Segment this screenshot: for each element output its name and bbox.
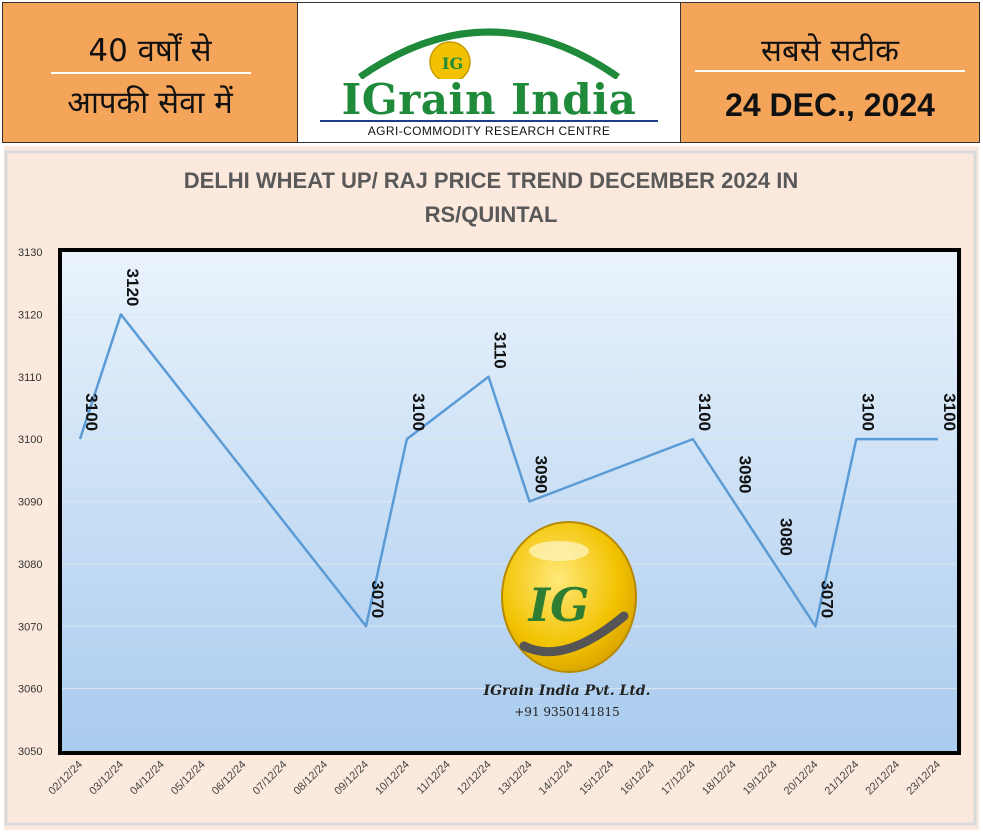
x-tick-label: 18/12/24 bbox=[700, 759, 739, 798]
watermark-company: IGrain India Pvt. Ltd. bbox=[483, 683, 651, 699]
y-tick-label: 3120 bbox=[18, 309, 42, 321]
x-tick-label: 20/12/24 bbox=[782, 759, 821, 798]
data-label: 3100 bbox=[695, 393, 714, 431]
report-date: 24 DEC., 2024 bbox=[725, 87, 935, 123]
brand-name: IGrain India bbox=[341, 75, 637, 124]
brand-logo: IG IGrain India AGRI-COMMODITY RESEARCH … bbox=[298, 2, 680, 143]
tagline-line-1: 40 वर्षों से bbox=[88, 33, 212, 69]
x-tick-label: 02/12/24 bbox=[46, 759, 85, 798]
x-tick-label: 12/12/24 bbox=[455, 759, 494, 798]
data-label: 3110 bbox=[491, 332, 510, 369]
data-label: 3090 bbox=[531, 456, 550, 494]
data-label: 3090 bbox=[736, 456, 755, 494]
chart-panel: DELHI WHEAT UP/ RAJ PRICE TREND DECEMBER… bbox=[4, 146, 979, 830]
data-label: 3070 bbox=[368, 580, 387, 618]
x-tick-label: 17/12/24 bbox=[659, 759, 698, 798]
x-tick-label: 11/12/24 bbox=[415, 759, 453, 797]
y-tick-label: 3110 bbox=[18, 372, 42, 384]
chart-frame bbox=[4, 150, 977, 826]
date-divider bbox=[695, 70, 965, 72]
header-banner: 40 वर्षों से आपकी सेवा में IG IGrain Ind… bbox=[0, 0, 983, 146]
svg-text:IG: IG bbox=[442, 54, 463, 73]
tagline-panel: 40 वर्षों से आपकी सेवा में bbox=[2, 2, 298, 143]
price-series-line bbox=[78, 313, 938, 628]
watermark-phone: +91 9350141815 bbox=[514, 705, 620, 719]
y-tick-label: 3090 bbox=[18, 497, 42, 509]
x-axis-ticks: 02/12/24 03/12/24 04/12/24 05/12/24 06/12/24… bbox=[46, 759, 943, 798]
x-tick-label: 10/12/24 bbox=[373, 759, 412, 798]
watermark: IG IGrain India Pvt. Ltd. +91 9350141815 bbox=[483, 521, 651, 719]
x-tick-label: 21/12/24 bbox=[823, 759, 862, 798]
x-tick-label: 04/12/24 bbox=[128, 759, 167, 798]
x-tick-label: 09/12/24 bbox=[332, 759, 371, 798]
data-label: 3100 bbox=[858, 393, 877, 431]
tagline-divider bbox=[51, 72, 251, 74]
y-tick-label: 3100 bbox=[18, 434, 42, 446]
data-label: 3080 bbox=[777, 518, 796, 556]
y-tick-label: 3070 bbox=[18, 621, 42, 633]
x-tick-label: 03/12/24 bbox=[87, 759, 126, 798]
brand-rule bbox=[320, 120, 658, 122]
y-tick-label: 3060 bbox=[18, 684, 42, 696]
x-tick-label: 16/12/24 bbox=[618, 759, 657, 798]
chart-title-line-2: RS/QUINTAL bbox=[425, 202, 558, 227]
data-label: 3070 bbox=[817, 580, 836, 618]
x-tick-label: 07/12/24 bbox=[251, 759, 290, 798]
date-panel: सबसे सटीक 24 DEC., 2024 bbox=[680, 2, 980, 143]
x-tick-label: 14/12/24 bbox=[537, 759, 576, 798]
logo-arc-icon: IG bbox=[357, 28, 621, 79]
chart-title-line-1: DELHI WHEAT UP/ RAJ PRICE TREND DECEMBER… bbox=[184, 168, 798, 193]
y-axis-ticks: 3050 3060 3070 3080 3090 3100 3110 3120 3130 bbox=[18, 247, 42, 758]
x-tick-label: 05/12/24 bbox=[169, 759, 208, 798]
svg-text:IG: IG bbox=[527, 578, 590, 632]
data-label: 3100 bbox=[940, 393, 959, 431]
x-tick-label: 19/12/24 bbox=[741, 759, 780, 798]
x-tick-label: 06/12/24 bbox=[210, 759, 249, 798]
x-tick-label: 23/12/24 bbox=[904, 759, 943, 798]
price-trend-chart: DELHI WHEAT UP/ RAJ PRICE TREND DECEMBER… bbox=[4, 150, 977, 826]
data-label: 3100 bbox=[82, 393, 101, 431]
brand-subtitle: AGRI-COMMODITY RESEARCH CENTRE bbox=[367, 124, 611, 138]
data-label: 3100 bbox=[409, 393, 428, 431]
logo-sun-icon bbox=[429, 41, 471, 79]
y-tick-label: 3130 bbox=[18, 247, 42, 259]
data-labels: 3100 3120 3070 3100 3110 3090 3100 3090 3080 3070… bbox=[82, 269, 959, 619]
y-tick-label: 3080 bbox=[18, 559, 42, 571]
x-tick-label: 15/12/24 bbox=[577, 759, 616, 798]
x-tick-label: 08/12/24 bbox=[291, 759, 330, 798]
tagline-line-2: आपकी सेवा में bbox=[67, 85, 233, 121]
accuracy-tagline: सबसे सटीक bbox=[761, 33, 899, 69]
x-tick-label: 13/12/24 bbox=[496, 759, 535, 798]
x-tick-label: 22/12/24 bbox=[863, 759, 902, 798]
y-tick-label: 3050 bbox=[18, 746, 42, 758]
data-label: 3120 bbox=[123, 269, 142, 307]
